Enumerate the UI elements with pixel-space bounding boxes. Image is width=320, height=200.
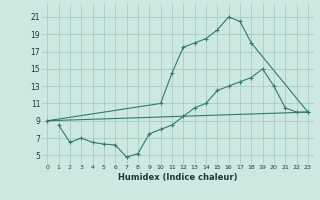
X-axis label: Humidex (Indice chaleur): Humidex (Indice chaleur) [118,173,237,182]
